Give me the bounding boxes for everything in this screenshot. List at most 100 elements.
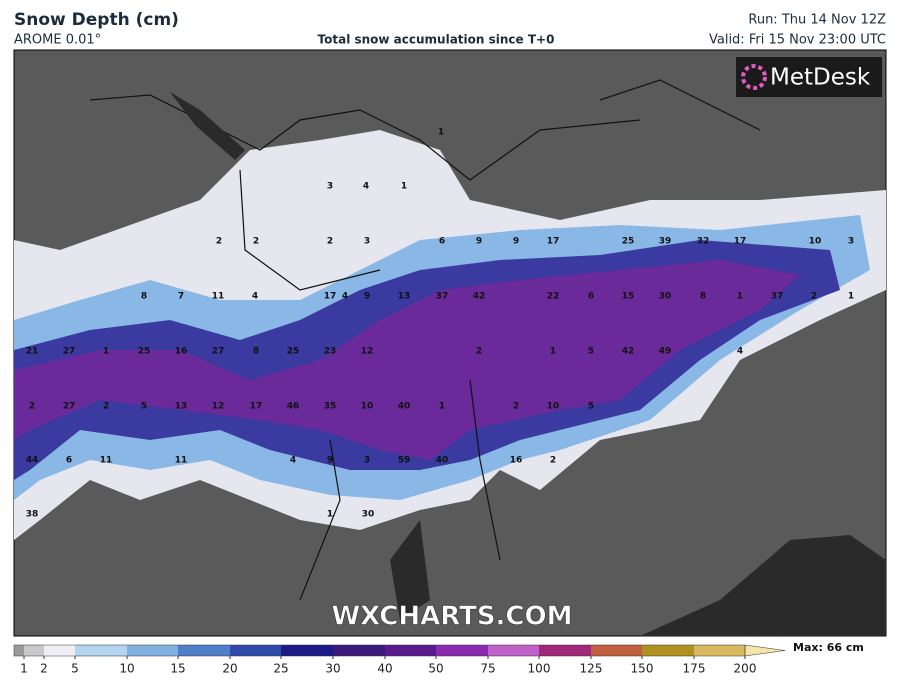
- colorbar-tick-label: 200: [734, 662, 757, 676]
- map-label: 59: [398, 456, 411, 466]
- map-label: 2: [29, 402, 35, 412]
- snow-deep: [14, 260, 800, 460]
- map-label: 49: [659, 347, 672, 357]
- map-label: 27: [212, 347, 225, 357]
- map-label: 2: [811, 292, 817, 302]
- colorbar-tick-label: 150: [631, 662, 654, 676]
- map-label: 1: [401, 182, 407, 192]
- map-label: 11: [175, 456, 188, 466]
- map-label: 4: [363, 182, 369, 192]
- map-label: 38: [26, 510, 39, 520]
- map-label: 17: [250, 402, 263, 412]
- title: Snow Depth (cm): [14, 10, 179, 30]
- map-label: 25: [622, 237, 635, 247]
- map-label: 15: [622, 292, 635, 302]
- colorbar-segment: [642, 645, 694, 656]
- colorbar-tick-label: 25: [273, 662, 288, 676]
- map-label: 2: [253, 237, 259, 247]
- colorbar-tick-label: 1: [20, 662, 28, 676]
- colorbar-tick-label: 5: [71, 662, 79, 676]
- colorbar-tick-label: 125: [580, 662, 603, 676]
- map-label: 2: [103, 402, 109, 412]
- colorbar-tick-label: 15: [170, 662, 185, 676]
- valid: Valid: Fri 15 Nov 23:00 UTC: [709, 33, 886, 48]
- map-label: 37: [436, 292, 449, 302]
- colorbar-tick-label: 20: [222, 662, 237, 676]
- logo-icon: [741, 64, 767, 90]
- map-label: 40: [398, 402, 411, 412]
- colorbar: 1 2 5 10 15 20 25 30 40 50 75 100 125 150 175 200: [13, 644, 786, 676]
- map-label: 4: [737, 347, 743, 357]
- map-label: 5: [588, 347, 594, 357]
- logo-text: MetDesk: [770, 65, 871, 91]
- map-label: 35: [324, 402, 337, 412]
- map-label: 40: [436, 456, 449, 466]
- map-label: 4: [252, 292, 258, 302]
- map-label: 11: [212, 292, 225, 302]
- map-label: 2: [216, 237, 222, 247]
- subtitle: Total snow accumulation since T+0: [318, 33, 555, 47]
- map-label: 23: [324, 347, 337, 357]
- map-label: 1: [438, 128, 444, 138]
- colorbar-segment: [24, 645, 44, 656]
- map-label: 2: [513, 402, 519, 412]
- colorbar-tick-label: 40: [377, 662, 392, 676]
- colorbar-segment: [436, 645, 488, 656]
- logo-box: [736, 57, 882, 97]
- borders: [89, 79, 761, 601]
- map-label: 16: [175, 347, 188, 357]
- map-label: 8: [141, 292, 147, 302]
- map-label: 25: [287, 347, 300, 357]
- map-label: 17: [547, 237, 560, 247]
- colorbar-segment: [488, 645, 539, 656]
- colorbar-segment: [281, 645, 333, 656]
- map-label: 13: [398, 292, 411, 302]
- map-label: 6: [66, 456, 72, 466]
- map-label: 27: [63, 347, 76, 357]
- map-labels: 13 4 12 2 2 3 6 9 9 17 25 39 32 17 10 38 7 11 4 17 4 9 13 37 42 2…: [26, 128, 854, 520]
- map-label: 1: [737, 292, 743, 302]
- colorbar-segment: [333, 645, 385, 656]
- map-label: 3: [327, 182, 333, 192]
- map-label: 5: [141, 402, 147, 412]
- map-label: 30: [362, 510, 375, 520]
- colorbar-segment: [14, 645, 24, 656]
- map-label: 30: [659, 292, 672, 302]
- map-label: 11: [100, 456, 113, 466]
- map-label: 6: [588, 292, 594, 302]
- map-label: 3: [848, 237, 854, 247]
- map-label: 25: [138, 347, 151, 357]
- watermark: WXCHARTS.COM: [331, 602, 572, 632]
- colorbar-segment: [539, 645, 591, 656]
- map-label: 12: [212, 402, 225, 412]
- map-label: 10: [547, 402, 560, 412]
- map-label: 5: [588, 402, 594, 412]
- map-label: 22: [547, 292, 560, 302]
- map-label: 3: [364, 456, 370, 466]
- map-label: 1: [848, 292, 854, 302]
- colorbar-border: [13, 644, 746, 657]
- map-label: 27: [63, 402, 76, 412]
- map-label: 12: [361, 347, 374, 357]
- map-label: 9: [476, 237, 482, 247]
- colorbar-segment: [44, 645, 75, 656]
- max-label: Max: 66 cm: [793, 641, 864, 654]
- map-label: 1: [550, 347, 556, 357]
- map-label: 4: [290, 456, 296, 466]
- map-label: 4: [342, 292, 348, 302]
- colorbar-segment: [591, 645, 642, 656]
- map-label: 13: [175, 402, 188, 412]
- map-label: 1: [327, 510, 333, 520]
- map-label: 39: [659, 237, 672, 247]
- colorbar-tick-label: 2: [40, 662, 48, 676]
- colorbar-arrow: [744, 644, 786, 657]
- map-label: 2: [327, 237, 333, 247]
- map-label: 9: [327, 456, 333, 466]
- colorbar-tick-label: 100: [528, 662, 551, 676]
- colorbar-tick-label: 10: [119, 662, 134, 676]
- colorbar-segment: [230, 645, 281, 656]
- map-label: 9: [364, 292, 370, 302]
- map-label: 7: [178, 292, 184, 302]
- map-label: 10: [361, 402, 374, 412]
- colorbar-segment: [385, 645, 436, 656]
